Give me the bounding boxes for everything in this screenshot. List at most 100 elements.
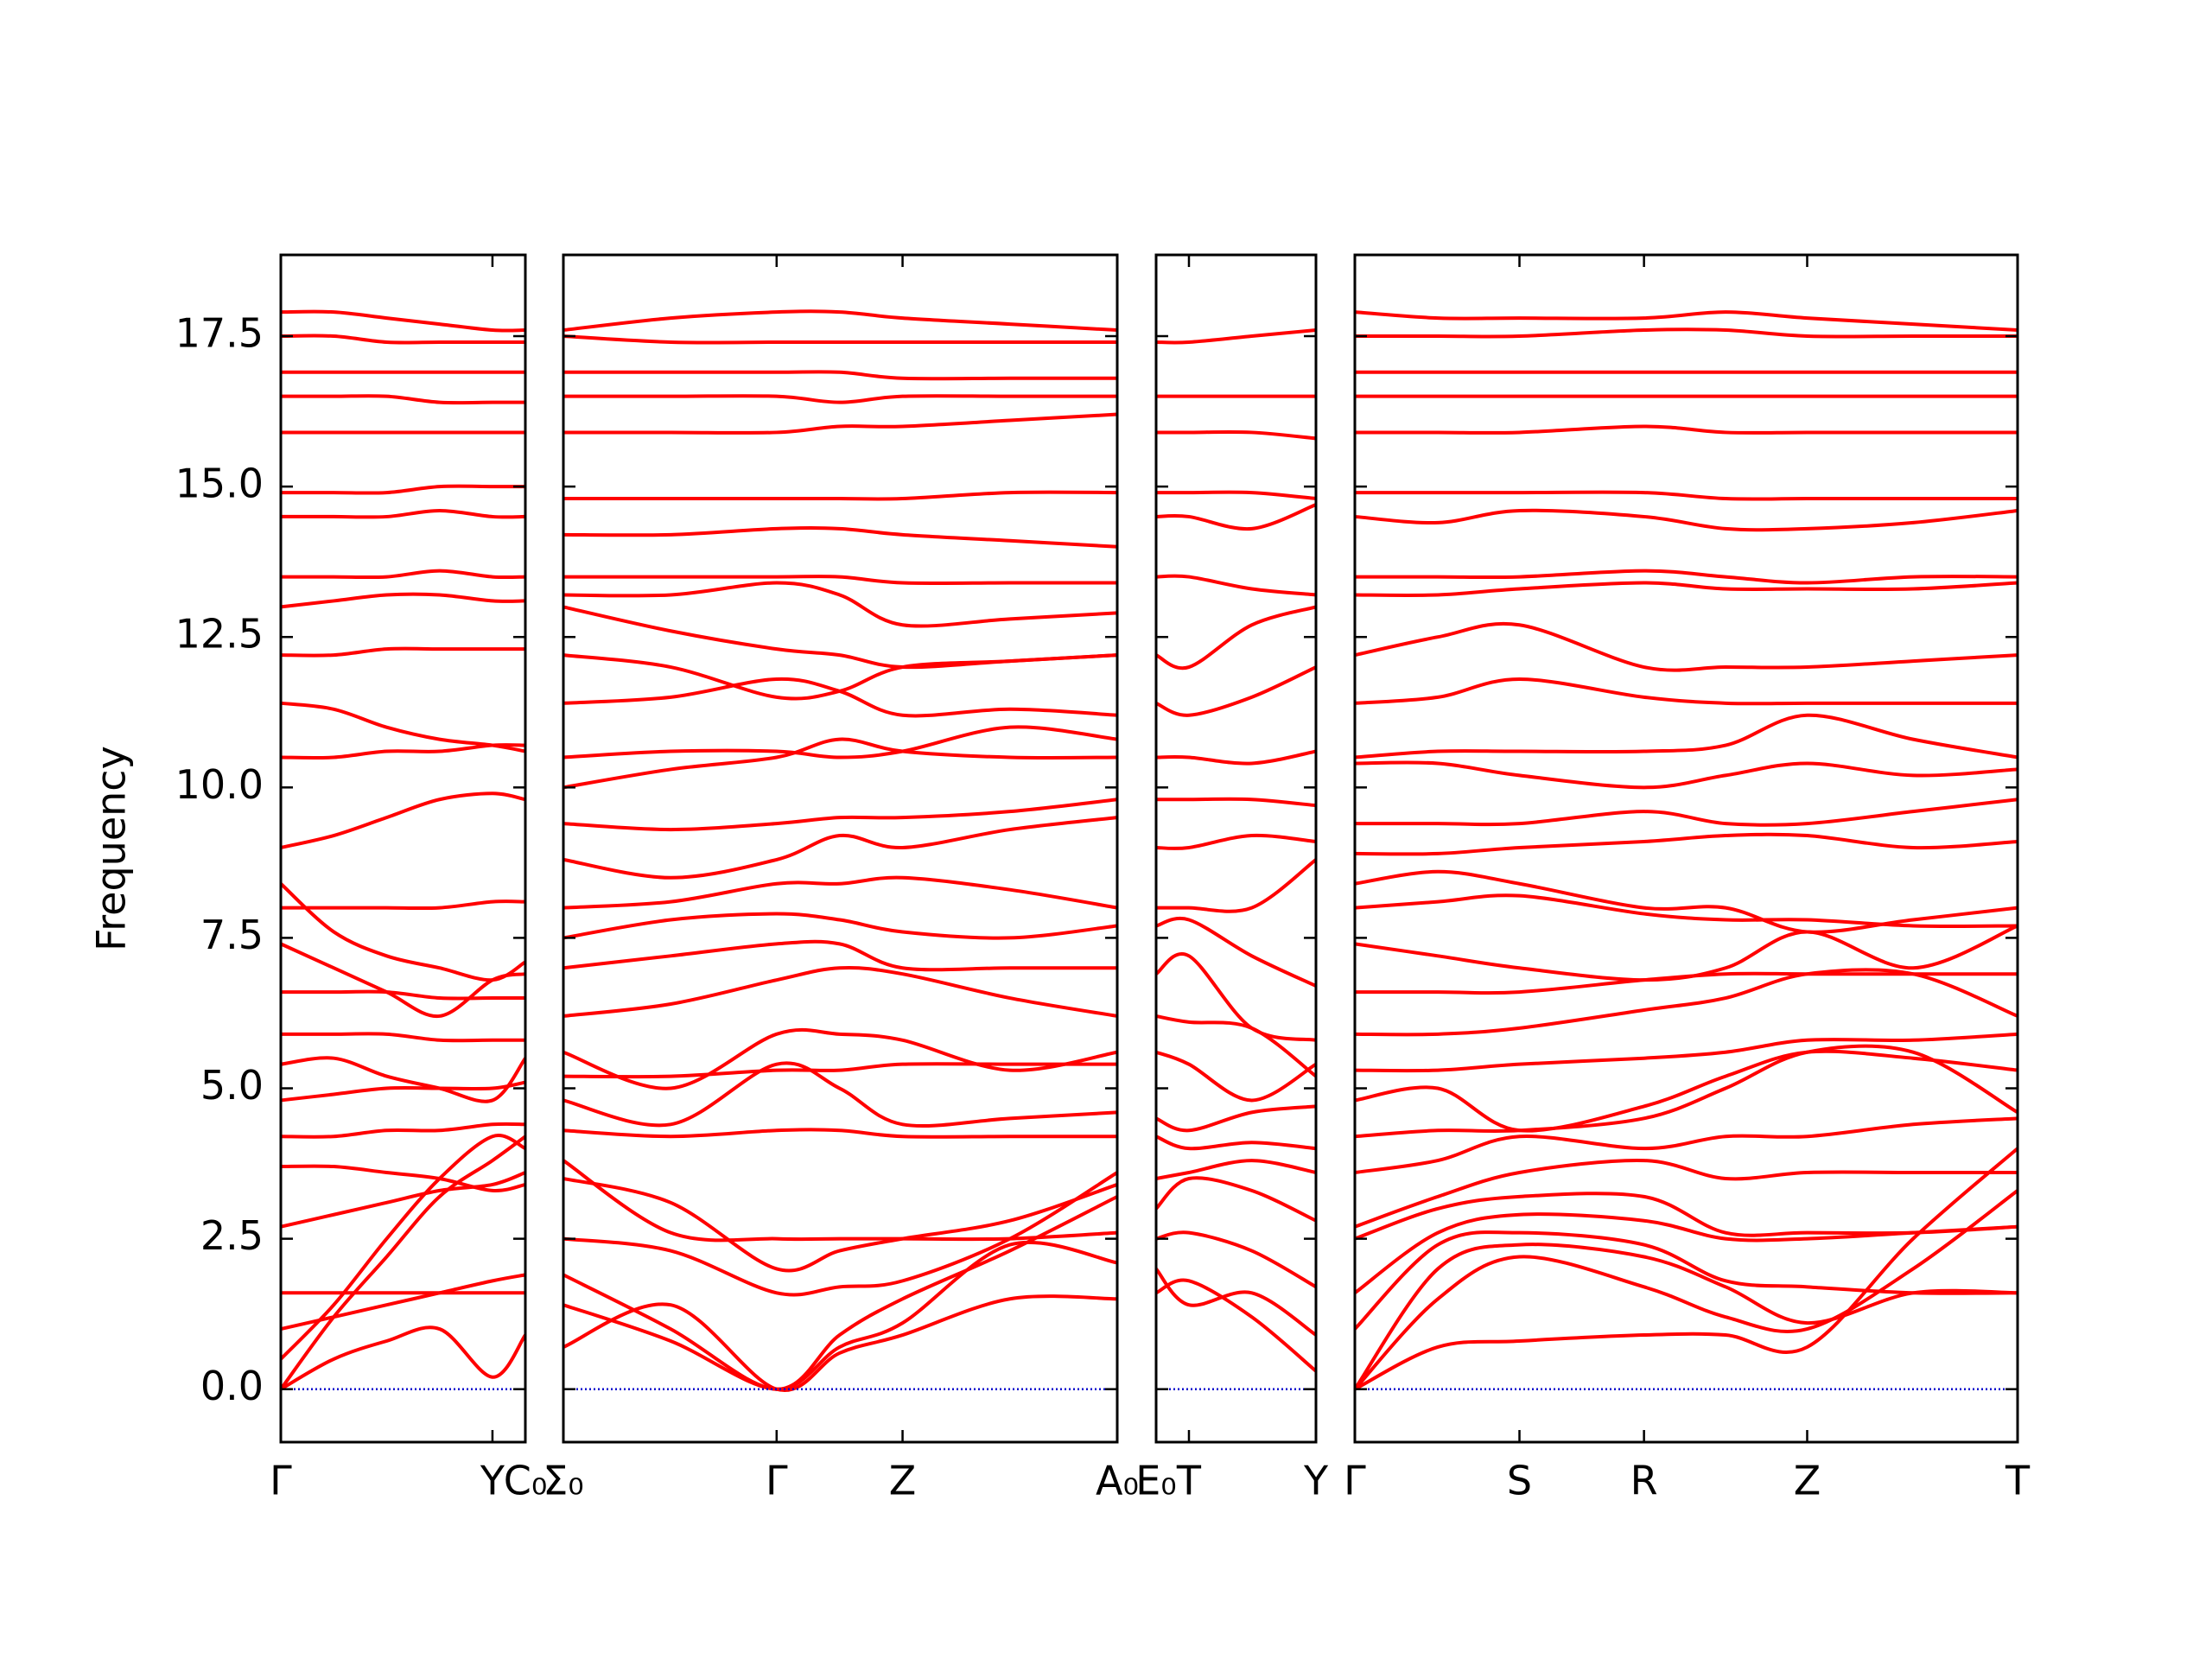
band-line xyxy=(1155,833,1317,850)
x-tick-label: T xyxy=(2005,1458,2031,1504)
band-line xyxy=(1354,760,2018,790)
band-line xyxy=(563,575,1117,586)
band-line xyxy=(280,334,525,345)
x-tick-label: Γ xyxy=(270,1458,292,1504)
band-line xyxy=(280,701,526,753)
band-line xyxy=(1354,621,2018,672)
band-line xyxy=(563,370,1117,381)
band-line xyxy=(280,592,526,609)
band-line xyxy=(1155,328,1317,345)
band-line xyxy=(1354,569,2018,585)
band-line xyxy=(1155,1230,1317,1289)
band-line xyxy=(280,1171,526,1229)
band-line xyxy=(563,1128,1117,1139)
band-line xyxy=(1354,1116,2018,1174)
band-line xyxy=(280,989,525,1001)
band-line xyxy=(280,309,526,333)
y-tick-label: 15.0 xyxy=(175,461,264,507)
band-line xyxy=(563,490,1118,501)
y-tick-label: 0.0 xyxy=(200,1363,264,1409)
x-tick-label: R xyxy=(1630,1458,1658,1504)
band-line xyxy=(1354,1192,2018,1241)
band-line xyxy=(1156,797,1317,808)
band-line xyxy=(563,965,1118,1018)
band-line xyxy=(281,508,526,519)
panel-frame xyxy=(1353,253,2019,1444)
band-line xyxy=(280,1273,526,1332)
band-line xyxy=(563,1240,1118,1391)
x-tick-label: C₀ xyxy=(504,1458,548,1504)
band-line xyxy=(563,816,1118,880)
band-line xyxy=(563,653,1118,701)
band-line xyxy=(1155,749,1317,766)
band-line xyxy=(1354,1049,2018,1133)
y-tick-label: 10.0 xyxy=(175,761,264,808)
band-line xyxy=(1354,1158,2018,1229)
band-line xyxy=(279,882,527,982)
x-tick-label: S xyxy=(1507,1458,1532,1504)
band-line xyxy=(1154,1176,1317,1223)
band-line xyxy=(280,646,525,658)
x-tick-label: Σ₀ xyxy=(543,1458,584,1504)
band-line xyxy=(563,1061,1118,1128)
band-line xyxy=(280,1056,527,1103)
band-line xyxy=(563,581,1118,628)
x-tick-label: E₀ xyxy=(1135,1458,1177,1504)
band-line xyxy=(1354,1044,2018,1139)
band-line xyxy=(279,1135,527,1390)
y-tick-label: 5.0 xyxy=(200,1062,264,1109)
band-line xyxy=(563,394,1117,404)
band-line xyxy=(562,1159,1118,1243)
band-line xyxy=(1354,1147,2019,1391)
band-line xyxy=(280,569,526,580)
band-line xyxy=(1353,1212,2018,1294)
y-tick-label: 17.5 xyxy=(175,310,264,357)
panel-frame xyxy=(562,253,1119,1444)
y-tick-label: 2.5 xyxy=(200,1212,264,1259)
band-line xyxy=(1355,490,2018,501)
panel-frame xyxy=(279,253,527,1444)
band-line xyxy=(563,1027,1118,1090)
band-line xyxy=(1354,424,2018,435)
band-line xyxy=(280,1122,526,1139)
band-line xyxy=(563,677,1118,718)
band-line xyxy=(563,725,1118,760)
band-line xyxy=(1354,581,2018,597)
band-line xyxy=(1353,1230,2018,1331)
band-line xyxy=(1154,1268,1318,1337)
band-line xyxy=(563,1195,1118,1391)
band-line xyxy=(281,899,526,911)
band-line xyxy=(280,1325,527,1391)
band-line xyxy=(563,939,1117,972)
band-line xyxy=(1354,713,2018,760)
band-line xyxy=(563,798,1118,832)
band-line xyxy=(1354,798,2018,827)
band-line xyxy=(280,791,526,849)
x-tick-label: Y xyxy=(480,1458,505,1504)
band-line xyxy=(563,1062,1117,1079)
band-line xyxy=(279,1134,526,1361)
band-line xyxy=(1353,1189,2019,1391)
band-line xyxy=(563,1171,1119,1297)
band-line xyxy=(281,484,525,495)
band-line xyxy=(1354,1032,2018,1073)
band-line xyxy=(563,1294,1118,1393)
band-line xyxy=(1155,1050,1318,1103)
panel-frame xyxy=(1154,253,1318,1444)
band-line xyxy=(281,394,525,405)
y-axis-label: Frequency xyxy=(88,746,135,951)
band-line xyxy=(563,309,1118,333)
band-line xyxy=(563,334,1117,345)
band-line xyxy=(1353,1243,2018,1390)
band-line xyxy=(563,605,1118,670)
y-tick-label: 7.5 xyxy=(200,912,264,958)
band-line xyxy=(1354,893,2018,929)
band-line xyxy=(1155,1104,1317,1133)
band-line xyxy=(1155,605,1317,671)
band-line xyxy=(1155,1135,1317,1151)
band-line xyxy=(563,737,1118,790)
band-line xyxy=(1354,924,2018,982)
x-tick-label: Γ xyxy=(1344,1458,1366,1504)
band-line xyxy=(280,1080,526,1103)
band-line xyxy=(1155,665,1317,717)
